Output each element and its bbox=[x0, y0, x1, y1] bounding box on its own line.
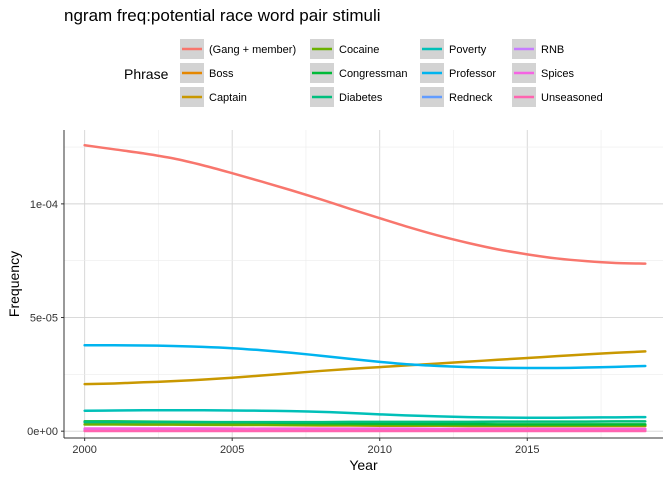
legend-label: Boss bbox=[209, 68, 234, 80]
x-tick-label: 2015 bbox=[515, 444, 539, 456]
y-tick-label: 1e-04 bbox=[30, 199, 58, 211]
legend-item: Diabetes bbox=[310, 87, 383, 107]
legend-item: Cocaine bbox=[310, 39, 379, 59]
y-axis-ticks: 0e+00 5e-05 1e-04 bbox=[27, 199, 64, 438]
legend-label: Congressman bbox=[339, 68, 407, 80]
legend-label: Professor bbox=[449, 68, 496, 80]
plot-area: 2000 2005 2010 2015 0e+00 5e-05 1e-04 bbox=[27, 130, 663, 456]
legend-label: Redneck bbox=[449, 92, 493, 104]
x-tick-label: 2005 bbox=[220, 444, 244, 456]
legend-item: Boss bbox=[180, 63, 234, 83]
y-axis-title: Frequency bbox=[6, 251, 22, 317]
series-line bbox=[83, 343, 647, 370]
x-tick-label: 2000 bbox=[72, 444, 96, 456]
series-line bbox=[83, 420, 647, 424]
chart-title: ngram freq:potential race word pair stim… bbox=[64, 6, 381, 25]
series-lines bbox=[83, 143, 647, 433]
legend-item: Spices bbox=[512, 63, 575, 83]
legend-item: Redneck bbox=[420, 87, 493, 107]
y-tick-label: 0e+00 bbox=[27, 426, 58, 438]
legend-label: (Gang + member) bbox=[209, 44, 296, 56]
x-axis-ticks: 2000 2005 2010 2015 bbox=[72, 438, 540, 456]
legend-label: Unseasoned bbox=[541, 92, 603, 104]
legend-item: RNB bbox=[512, 39, 564, 59]
legend-item: Captain bbox=[180, 87, 247, 107]
legend-item: Poverty bbox=[420, 39, 487, 59]
legend-label: RNB bbox=[541, 44, 564, 56]
legend-label: Poverty bbox=[449, 44, 487, 56]
legend-label: Diabetes bbox=[339, 92, 383, 104]
legend-item: Unseasoned bbox=[512, 87, 603, 107]
legend-item: (Gang + member) bbox=[180, 39, 296, 59]
x-tick-label: 2010 bbox=[367, 444, 391, 456]
legend-item: Professor bbox=[420, 63, 496, 83]
x-axis-title: Year bbox=[349, 457, 378, 473]
legend-label: Captain bbox=[209, 92, 247, 104]
series-line bbox=[83, 409, 647, 420]
gridlines bbox=[64, 130, 663, 438]
legend: Phrase (Gang + member) Boss Captain Cocaine… bbox=[124, 39, 603, 107]
series-line bbox=[83, 143, 647, 265]
legend-title: Phrase bbox=[124, 66, 169, 82]
series-line bbox=[83, 350, 647, 386]
legend-item: Congressman bbox=[310, 63, 407, 83]
y-tick-label: 5e-05 bbox=[30, 313, 58, 325]
legend-label: Cocaine bbox=[339, 44, 379, 56]
legend-label: Spices bbox=[541, 68, 575, 80]
